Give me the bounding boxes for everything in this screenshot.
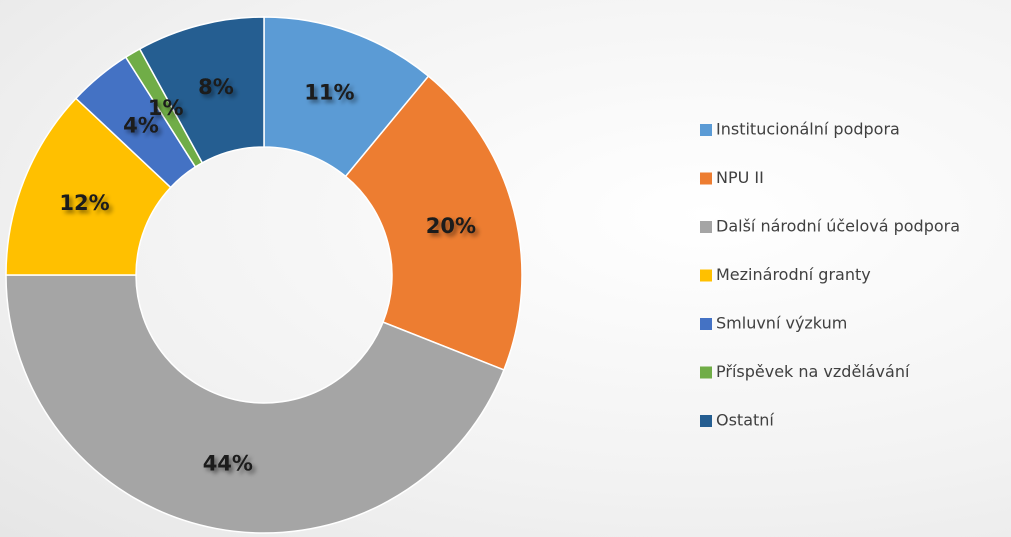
legend-label: NPU II bbox=[716, 168, 764, 187]
data-label: 8% bbox=[198, 75, 234, 99]
legend-swatch bbox=[700, 124, 712, 136]
donut-slice bbox=[138, 16, 265, 164]
data-label: 44% bbox=[203, 452, 253, 476]
legend-label: Institucionální podpora bbox=[716, 120, 900, 139]
data-label: 4% bbox=[123, 113, 159, 137]
legend-label: Smluvní výzkum bbox=[716, 314, 847, 333]
legend-swatch bbox=[700, 269, 712, 282]
data-label: 1% bbox=[148, 96, 184, 120]
legend-swatch bbox=[700, 221, 712, 233]
legend-swatch bbox=[700, 172, 712, 185]
legend-swatch bbox=[700, 366, 712, 379]
donut-slice bbox=[344, 75, 523, 371]
legend-label: Mezinárodní granty bbox=[716, 265, 871, 284]
data-label: 11% bbox=[304, 80, 354, 104]
legend-swatch bbox=[700, 415, 712, 427]
donut-slice bbox=[5, 274, 505, 534]
legend-swatch bbox=[700, 318, 712, 330]
legend-label: Další národní účelová podpora bbox=[716, 217, 960, 236]
legend-label: Ostatní bbox=[716, 411, 774, 430]
legend-label: Příspěvek na vzdělávání bbox=[716, 362, 910, 381]
data-label: 20% bbox=[426, 214, 476, 238]
data-label: 12% bbox=[59, 191, 109, 215]
